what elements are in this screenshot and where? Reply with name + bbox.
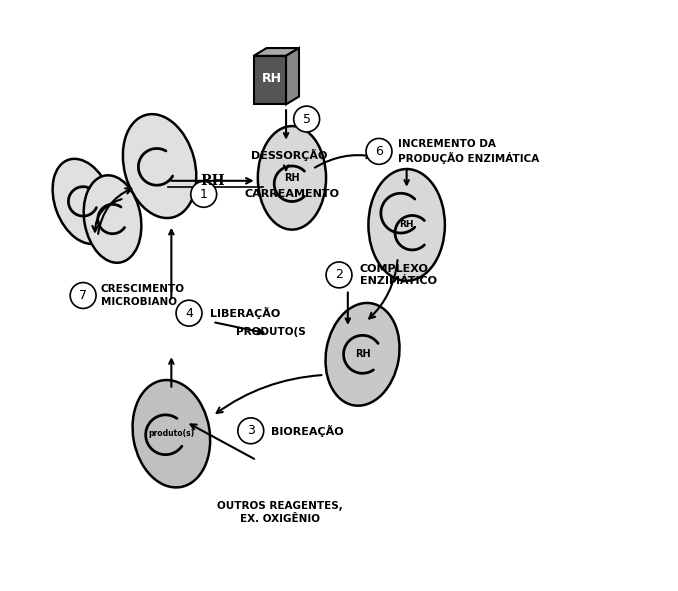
Text: LIBERAÇÃO: LIBERAÇÃO [210,307,280,319]
Text: RH: RH [200,174,225,188]
Text: BIOREAÇÃO: BIOREAÇÃO [271,425,344,437]
Text: RH: RH [284,173,300,183]
Text: DESSORÇÃO: DESSORÇÃO [251,148,327,161]
Ellipse shape [325,303,399,405]
Text: CARREAMENTO: CARREAMENTO [245,189,340,199]
Text: 6: 6 [375,145,383,158]
Ellipse shape [132,380,210,488]
Text: 1: 1 [200,188,207,201]
Polygon shape [286,48,299,105]
Ellipse shape [368,169,445,281]
Text: OUTROS REAGENTES,
EX. OXIGÊNIO: OUTROS REAGENTES, EX. OXIGÊNIO [218,501,343,524]
Circle shape [366,138,392,164]
Circle shape [176,300,202,326]
Polygon shape [254,48,299,56]
Text: produto(s): produto(s) [148,429,195,439]
Text: 5: 5 [302,112,311,125]
Text: RH: RH [399,220,414,229]
Text: 7: 7 [79,289,87,302]
Ellipse shape [83,176,142,263]
Circle shape [326,262,352,288]
Polygon shape [254,56,286,105]
Circle shape [294,106,319,132]
Text: RH: RH [262,72,281,85]
Circle shape [71,282,96,309]
Text: INCREMENTO DA
PRODUÇÃO ENZIMÁTICA: INCREMENTO DA PRODUÇÃO ENZIMÁTICA [398,139,539,164]
Circle shape [191,181,217,207]
Text: 3: 3 [247,424,255,437]
Ellipse shape [258,126,326,230]
Text: 4: 4 [185,307,193,320]
Text: CRESCIMENTO
MICROBIANO: CRESCIMENTO MICROBIANO [101,284,185,307]
Text: PRODUTO(S: PRODUTO(S [236,327,306,337]
Text: RH: RH [355,349,370,359]
Text: COMPLEXO
ENZIMÁTICO: COMPLEXO ENZIMÁTICO [359,264,437,286]
Ellipse shape [53,159,114,244]
Circle shape [238,418,264,444]
Text: 2: 2 [335,268,343,281]
Ellipse shape [123,114,197,218]
